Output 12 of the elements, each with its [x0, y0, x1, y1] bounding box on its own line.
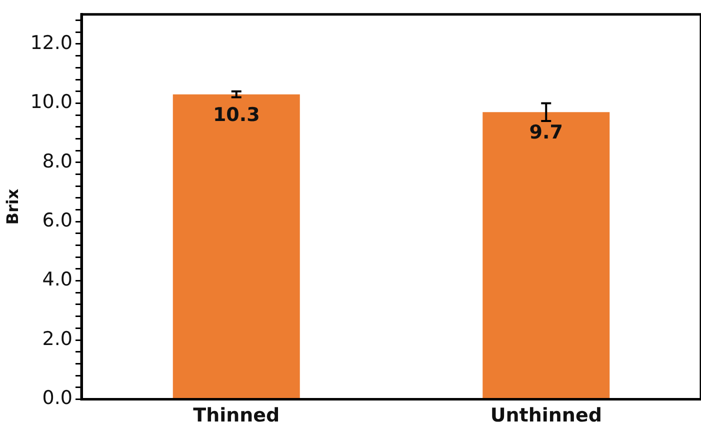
y-axis-title: Brix [2, 188, 22, 225]
x-tick-label: Thinned [193, 404, 280, 427]
y-tick-label: 6.0 [42, 210, 73, 232]
x-tick-label: Unthinned [490, 404, 602, 427]
data-label: 9.7 [529, 122, 563, 144]
y-tick-label: 4.0 [42, 268, 73, 291]
y-tick-label: 8.0 [42, 150, 73, 172]
y-tick-label: 0.0 [42, 387, 73, 410]
y-tick-label: 10.0 [30, 91, 73, 114]
y-tick-label: 12.0 [30, 32, 73, 54]
data-label: 10.3 [212, 104, 260, 126]
y-tick-label: 2.0 [42, 328, 73, 350]
